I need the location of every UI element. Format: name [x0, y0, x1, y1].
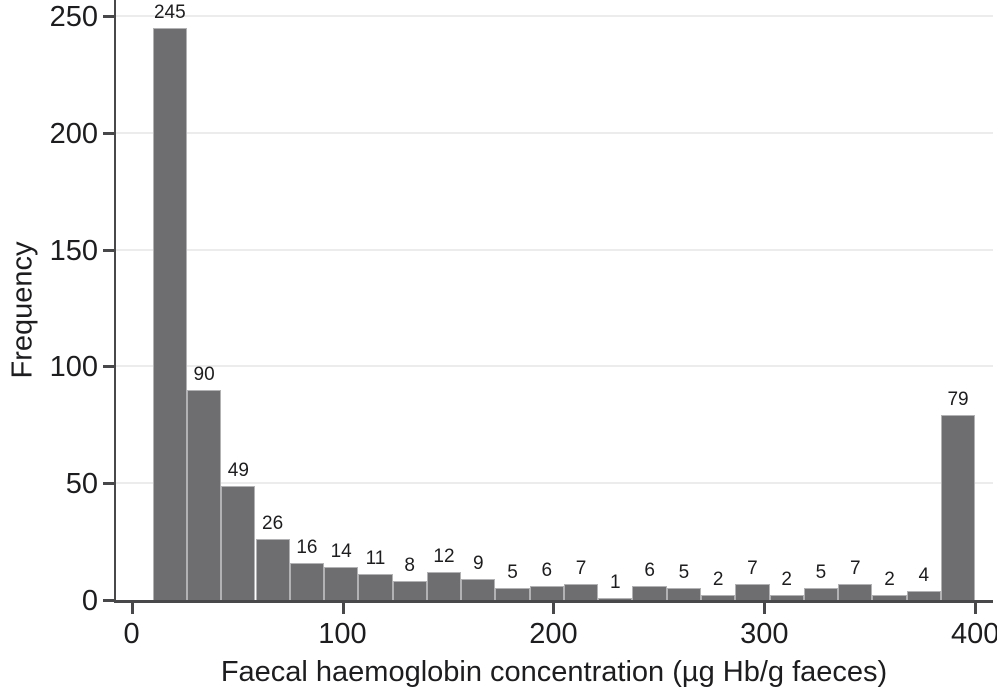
histogram-bar — [358, 574, 393, 600]
y-tick-label: 0 — [81, 585, 98, 617]
bar-value-label: 8 — [404, 555, 415, 577]
histogram-bar — [940, 415, 976, 600]
histogram-bar — [529, 585, 564, 600]
y-tick — [103, 15, 114, 18]
bar-value-label: 245 — [153, 1, 186, 23]
y-tick — [103, 365, 114, 369]
gridline-y-100 — [116, 365, 993, 368]
y-tick-label: 50 — [65, 468, 98, 501]
gridline-y-200 — [116, 131, 993, 134]
y-tick-label: 100 — [49, 351, 98, 384]
bar-value-label: 9 — [472, 552, 484, 574]
y-tick — [103, 248, 114, 252]
x-tick — [552, 603, 556, 614]
bar-value-label: 79 — [947, 389, 969, 411]
y-tick — [103, 482, 114, 486]
x-tick-label: 0 — [123, 618, 140, 650]
bar-value-label: 2 — [884, 569, 895, 591]
bar-value-label: 7 — [747, 557, 758, 579]
x-tick-label: 100 — [318, 618, 367, 650]
bar-value-label: 5 — [815, 562, 827, 584]
y-tick-label: 150 — [49, 234, 98, 267]
histogram-bar — [426, 571, 462, 600]
bar-value-label: 12 — [433, 545, 455, 567]
x-tick — [974, 603, 978, 614]
histogram-bar — [324, 567, 359, 600]
bar-value-label: 4 — [918, 564, 930, 586]
bar-value-label: 5 — [507, 562, 518, 584]
histogram-bar — [289, 562, 325, 600]
histogram-bar — [872, 595, 907, 600]
histogram-bar — [563, 583, 599, 600]
histogram-bar — [666, 588, 702, 600]
x-axis-line — [114, 600, 993, 603]
bar-value-label: 7 — [575, 557, 587, 579]
y-tick — [103, 131, 114, 135]
histogram-bar — [152, 27, 187, 600]
x-tick — [130, 603, 134, 614]
histogram-bar — [803, 588, 839, 600]
histogram-bar — [598, 597, 633, 600]
bar-value-label: 2 — [781, 569, 792, 591]
histogram-bar — [221, 485, 256, 600]
histogram-bar — [461, 578, 496, 600]
histogram-bar — [632, 585, 667, 600]
x-tick-label: 400 — [950, 618, 997, 650]
histogram-bar — [701, 595, 736, 600]
x-axis-title: Faecal haemoglobin concentration (µg Hb/… — [220, 656, 888, 688]
y-tick — [103, 599, 114, 602]
gridline-y-150 — [116, 248, 993, 251]
x-tick — [763, 603, 767, 614]
x-tick-label: 300 — [740, 618, 789, 650]
bar-value-label: 16 — [296, 536, 318, 558]
bar-value-label: 7 — [849, 557, 861, 579]
histogram-bar — [392, 581, 427, 600]
histogram-bar — [255, 539, 290, 600]
histogram-bar — [495, 588, 530, 600]
histogram-bar — [769, 595, 804, 600]
bar-value-label: 49 — [227, 459, 249, 481]
bar-value-label: 14 — [330, 541, 352, 563]
bar-value-label: 2 — [712, 569, 724, 591]
bar-value-label: 5 — [678, 562, 690, 584]
y-tick-label: 250 — [49, 1, 98, 33]
bar-value-label: 26 — [262, 513, 284, 535]
y-tick-label: 200 — [49, 117, 98, 150]
bar-value-label: 1 — [610, 571, 621, 593]
bar-value-label: 90 — [193, 363, 215, 385]
bar-value-label: 6 — [644, 559, 655, 581]
x-tick — [341, 603, 345, 614]
bar-value-label: 11 — [365, 548, 386, 570]
x-tick-label: 200 — [529, 618, 578, 650]
histogram-bar — [906, 590, 941, 600]
bar-value-label: 6 — [541, 559, 553, 581]
histogram-bar — [186, 389, 222, 600]
histogram-bar — [838, 583, 873, 600]
gridline-y-250 — [116, 15, 993, 17]
histogram-bar — [735, 583, 770, 600]
y-axis-line — [114, 0, 116, 603]
gridline-y-50 — [116, 482, 993, 485]
